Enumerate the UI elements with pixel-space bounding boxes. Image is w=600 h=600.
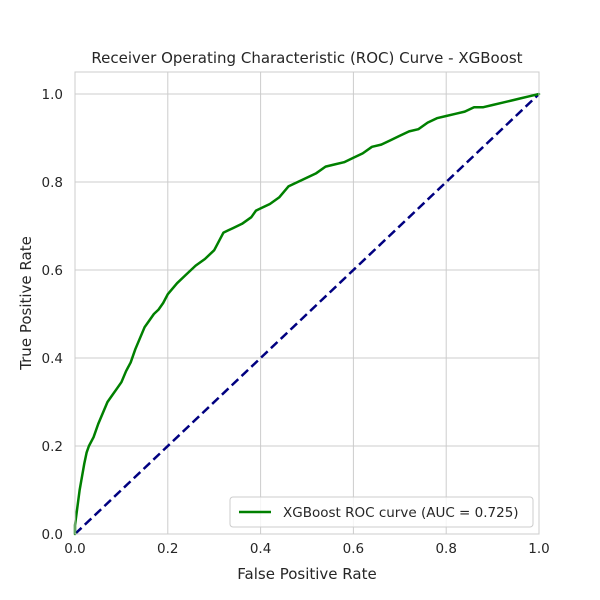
- y-tick-label: 0.6: [42, 263, 63, 279]
- x-tick-label: 0.8: [435, 541, 456, 557]
- y-tick-label: 0.4: [42, 351, 63, 367]
- y-tick-label: 0.0: [42, 527, 63, 543]
- roc-curve-line: [73, 92, 541, 536]
- legend-entry-label: XGBoost ROC curve (AUC = 0.725): [283, 505, 519, 521]
- y-axis-label: True Positive Rate: [17, 236, 35, 371]
- legend-box: [229, 496, 534, 528]
- series-layer: [73, 92, 541, 536]
- x-axis-label: False Positive Rate: [237, 565, 376, 583]
- plot-frame: [74, 71, 540, 535]
- y-tick-label: 0.8: [42, 175, 63, 191]
- y-tick-label: 1.0: [42, 87, 63, 103]
- x-tick-label: 0.4: [250, 541, 271, 557]
- random-classifier-diagonal-line: [74, 93, 540, 535]
- x-tick-label: 0.0: [64, 541, 85, 557]
- y-tick-label: 0.2: [42, 439, 63, 455]
- x-tick-label: 0.6: [343, 541, 364, 557]
- x-tick-label: 1.0: [528, 541, 549, 557]
- legend: XGBoost ROC curve (AUC = 0.725): [229, 496, 534, 528]
- tick-labels: 0.0 0.2 0.4 0.6 0.8 1.0 0.0 0.2 0.4 0.6 0.8 1.0: [42, 87, 550, 557]
- x-tick-label: 0.2: [157, 541, 178, 557]
- grid: [74, 72, 540, 535]
- chart-title: Receiver Operating Characteristic (ROC) …: [91, 49, 522, 67]
